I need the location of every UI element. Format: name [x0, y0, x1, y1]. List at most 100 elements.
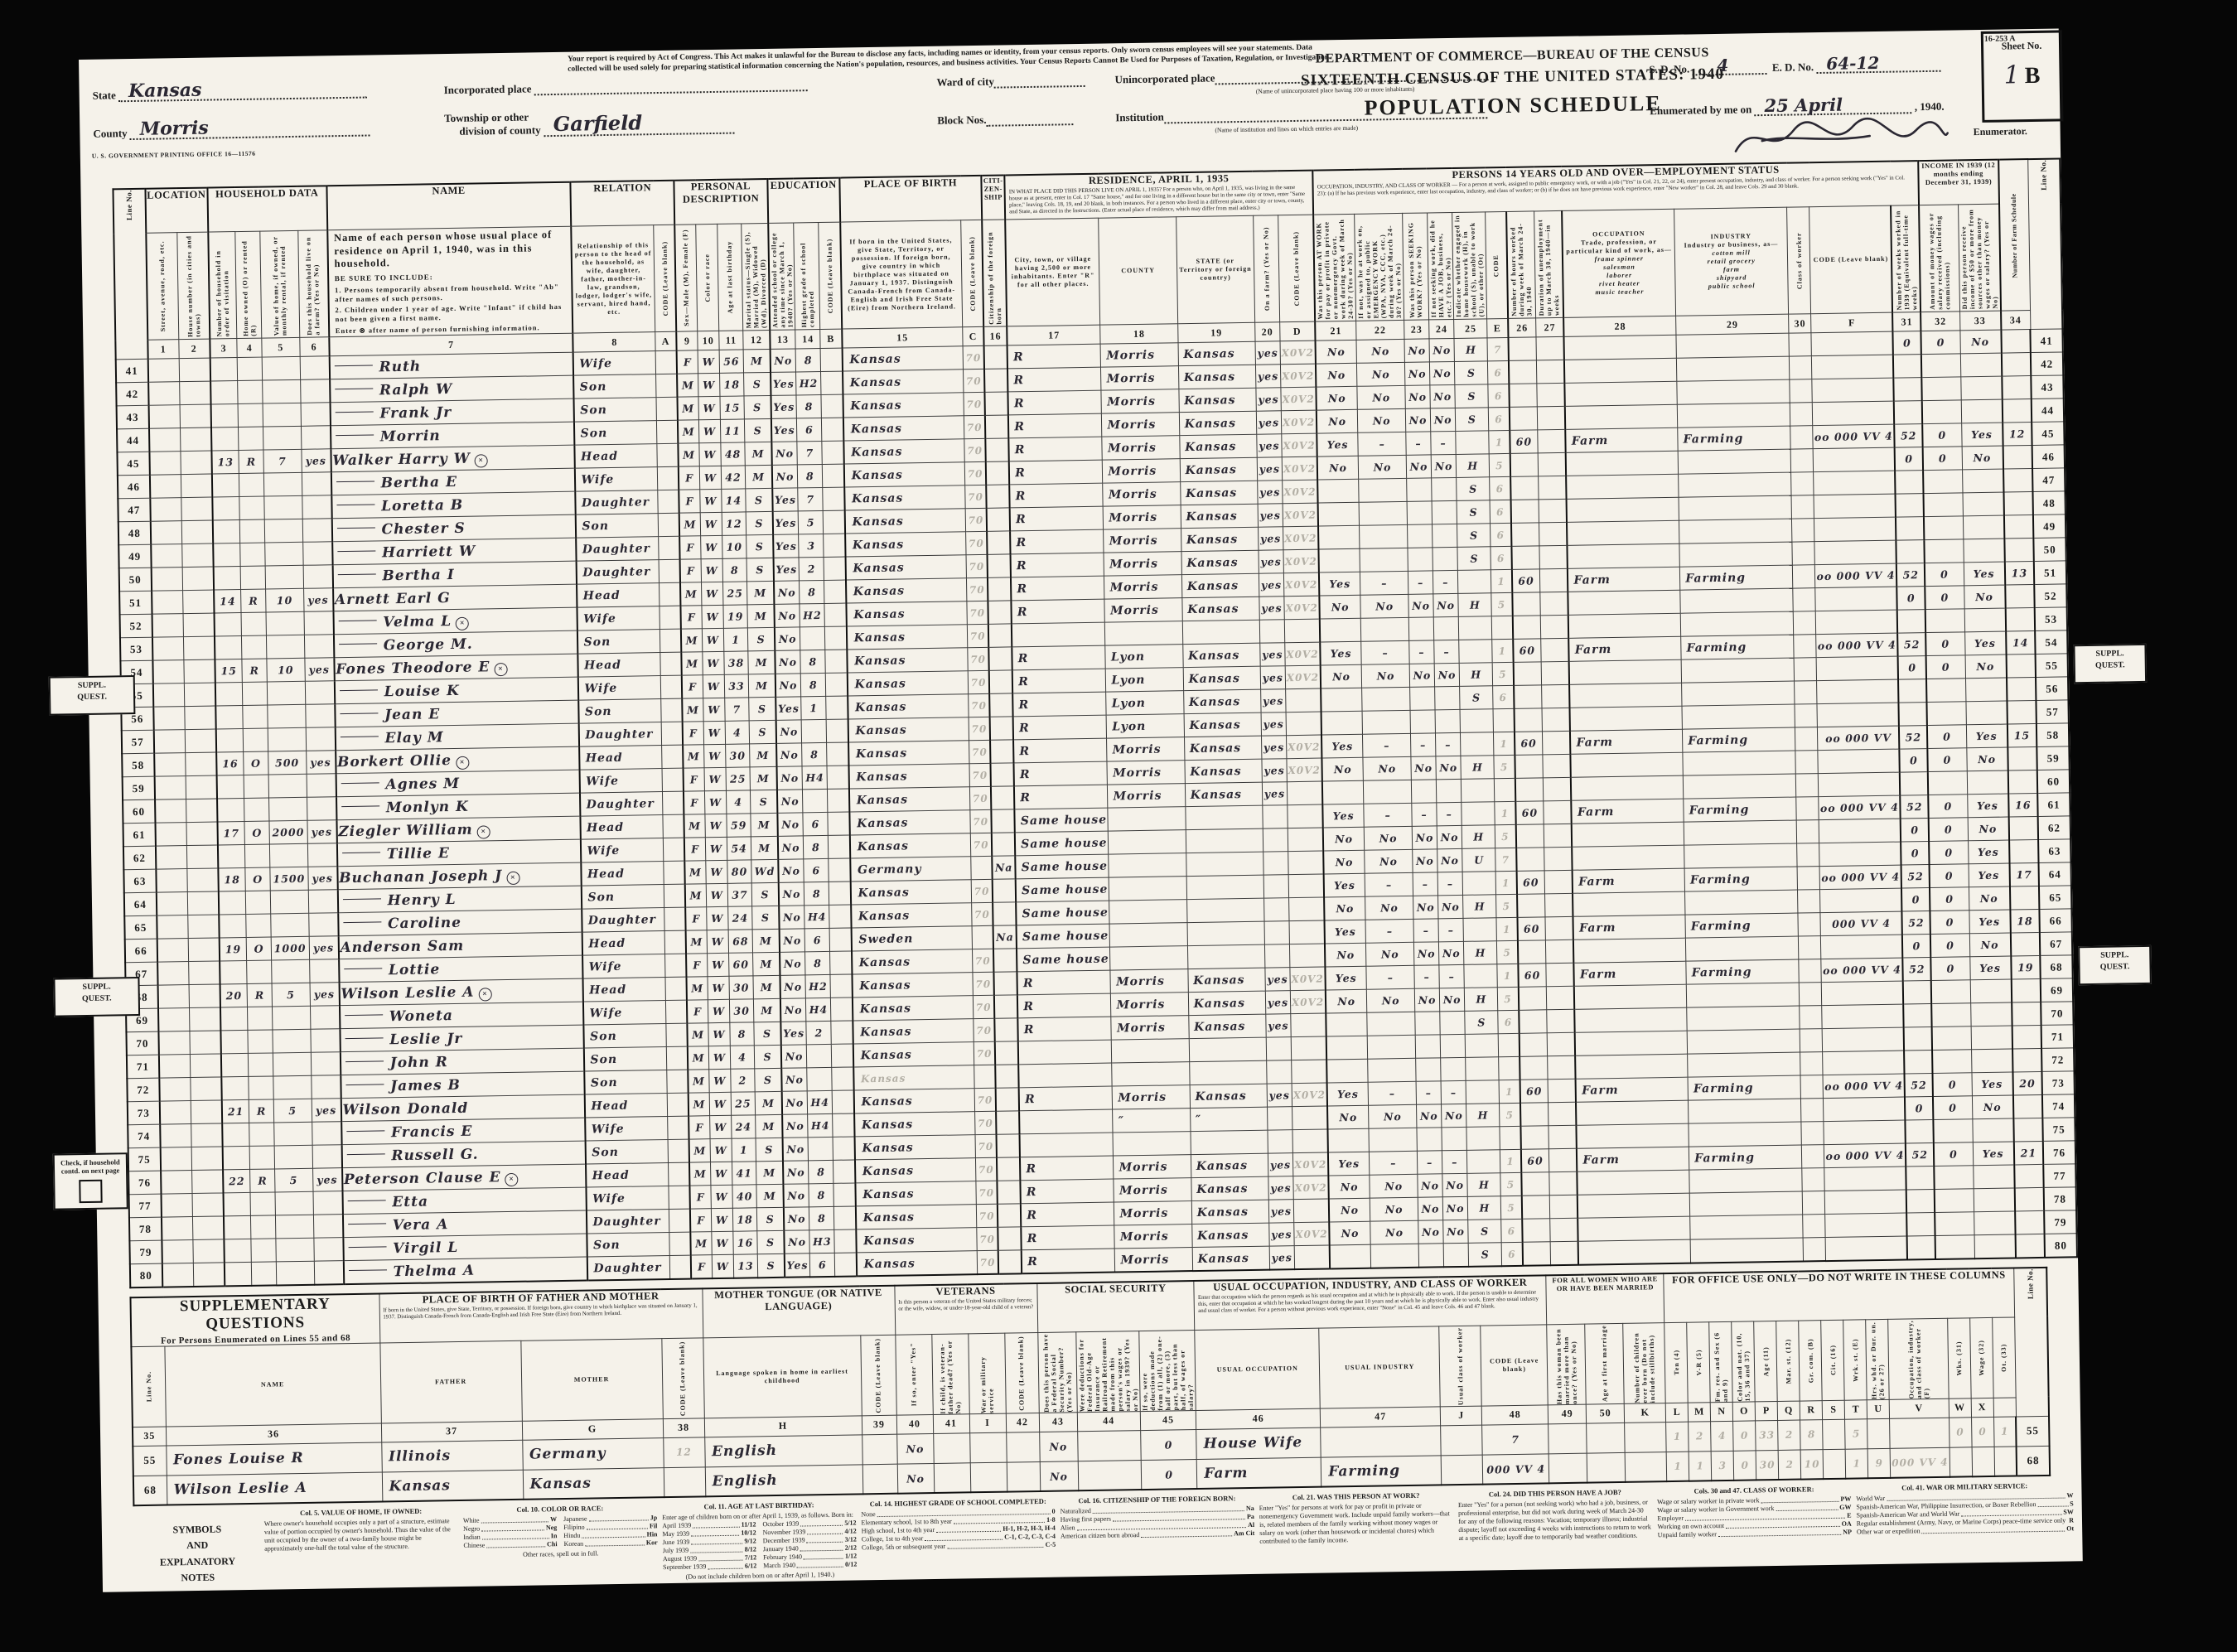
- col-25: S: [1457, 547, 1491, 571]
- ditto-dash: [341, 805, 379, 808]
- col-6: yes: [307, 866, 338, 891]
- col-1: [152, 659, 184, 684]
- col-34: [2006, 677, 2036, 702]
- col-3: 16: [215, 751, 244, 776]
- col-E: 5: [1499, 1103, 1521, 1127]
- col-29: [1683, 774, 1796, 799]
- col-F: [1812, 401, 1895, 426]
- col-32: [1926, 679, 1966, 703]
- col-32: 0: [1927, 725, 1967, 749]
- col-23: No: [1405, 408, 1431, 432]
- col-34: [2006, 654, 2036, 679]
- col-15: Kansas: [851, 949, 973, 975]
- col-32: 0: [1925, 655, 1966, 679]
- col-4: [244, 844, 270, 868]
- col-22: –: [1368, 1081, 1417, 1106]
- line-number: 50: [2033, 538, 2066, 562]
- col-11: 25: [730, 1092, 756, 1116]
- col-28: [1564, 381, 1678, 407]
- ditto-dash: [341, 782, 379, 785]
- col-C: 70: [963, 345, 985, 370]
- col-28: [1565, 404, 1678, 430]
- col-25: H: [1454, 338, 1488, 362]
- col-11: 54: [727, 837, 752, 861]
- col-D: X0V2: [1279, 341, 1317, 365]
- line-number: 57: [121, 730, 154, 755]
- col-26: [1512, 616, 1541, 640]
- col-19: Kansas: [1185, 782, 1263, 807]
- col-2: [180, 427, 212, 452]
- col-C: 70: [969, 763, 992, 787]
- col-3: [215, 705, 244, 730]
- col-B: [829, 905, 852, 929]
- col-num-V: V: [1889, 1398, 1950, 1419]
- col-13: No: [775, 720, 802, 744]
- col-8: Head: [582, 930, 665, 956]
- col-1: [148, 427, 181, 452]
- col-desc-3: Number of household in order of visitati…: [208, 231, 238, 340]
- line-number: 73: [2041, 1071, 2075, 1095]
- col-24: No: [1430, 408, 1457, 432]
- col-10: W: [698, 350, 720, 374]
- col-25: H: [1467, 1196, 1501, 1220]
- col-F: [1814, 540, 1897, 565]
- line-number: 75: [2042, 1118, 2075, 1142]
- col-34: [2007, 746, 2037, 771]
- col-10: W: [698, 373, 720, 398]
- line-number: 45: [117, 452, 150, 476]
- col-20: [1263, 920, 1290, 945]
- col-33: [1969, 979, 2012, 1004]
- col-25: [1460, 732, 1495, 756]
- note-block-8: Cols. 30 and 47. CLASS OF WORKER: Wage or…: [1657, 1485, 1852, 1539]
- col-3: [221, 1123, 250, 1147]
- col-22: –: [1360, 640, 1410, 665]
- col-25: H: [1461, 756, 1495, 780]
- col-5: [273, 1122, 312, 1147]
- col-6: yes: [307, 819, 337, 844]
- col-23: –: [1414, 965, 1440, 989]
- col-17: R: [1009, 483, 1104, 509]
- col-num-35: 35: [132, 1426, 167, 1447]
- group-7: CITI- ZEN- SHIP: [981, 175, 1006, 220]
- col-29: [1677, 403, 1790, 428]
- col-desc-40: If child, is veteran-father dead? (Yes o…: [931, 1333, 969, 1415]
- ditto-dash: [335, 411, 374, 413]
- col-13: No: [780, 998, 807, 1022]
- col-5: [271, 959, 310, 984]
- col-28: Farm: [1565, 427, 1679, 453]
- col-num-U: U: [1867, 1399, 1890, 1419]
- line-no-header-right: Line No.: [2013, 1267, 2050, 1417]
- col-1: [159, 1123, 191, 1148]
- col-desc-33: Did this person receive income of $50 or…: [1958, 204, 2001, 312]
- col-A: [668, 1162, 690, 1186]
- col-desc-O: Age (11): [1753, 1321, 1778, 1402]
- col-6: yes: [312, 1167, 343, 1192]
- col-D: X0V2: [1283, 596, 1320, 620]
- col-C: 70: [966, 554, 988, 578]
- col-F: [1823, 1097, 1906, 1122]
- col-27: [1548, 1102, 1577, 1127]
- col-20: [1263, 874, 1289, 899]
- col-21: No: [1320, 664, 1362, 689]
- col-num-44: 44: [1076, 1411, 1141, 1432]
- col-19: Kansas: [1191, 1246, 1270, 1271]
- col-num-22: 22: [1355, 320, 1405, 341]
- col-2: [186, 891, 219, 915]
- col-32: 0: [1930, 887, 1969, 911]
- col-32: [1926, 702, 1966, 726]
- col-4: [251, 1262, 277, 1286]
- col-D: X0V2: [1286, 758, 1323, 782]
- col-21: [1322, 780, 1364, 805]
- col-32: [1923, 470, 1963, 494]
- note-block-7: Col. 24. DID THIS PERSON HAVE A JOB? Ente…: [1457, 1488, 1651, 1542]
- col-E: 5: [1497, 987, 1520, 1011]
- col-26: [1520, 1103, 1549, 1127]
- col-F: oo 000 VV 4: [1814, 563, 1897, 588]
- col-28: [1574, 984, 1687, 1010]
- col-14: 8: [800, 673, 826, 698]
- col-9: F: [679, 559, 702, 583]
- col-E: 1: [1495, 871, 1517, 896]
- line-number: 45: [2032, 422, 2065, 446]
- col-17: R: [1020, 1179, 1114, 1205]
- col-8: Wife: [573, 350, 656, 376]
